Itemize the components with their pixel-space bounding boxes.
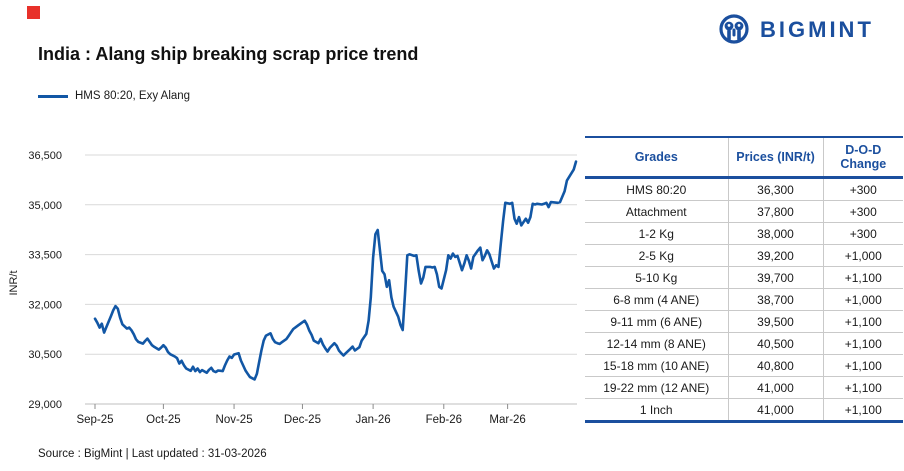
x-tick-label: Feb-26 xyxy=(426,414,462,426)
x-tick-label: Nov-25 xyxy=(216,414,253,426)
grade-cell: 15-18 mm (10 ANE) xyxy=(585,354,728,377)
grade-cell: 1-2 Kg xyxy=(585,222,728,245)
change-cell: +1,100 xyxy=(822,310,903,333)
table-row: 1-2 Kg 38,000 +300 xyxy=(585,222,903,245)
table-row: 1 Inch 41,000 +1,100 xyxy=(585,398,903,422)
change-cell: +300 xyxy=(822,200,903,223)
col-header-dod-change: D-O-D Change xyxy=(822,137,903,179)
x-tick-label: Oct-25 xyxy=(146,414,181,426)
table-row: 9-11 mm (6 ANE) 39,500 +1,100 xyxy=(585,310,903,333)
grade-cell: HMS 80:20 xyxy=(626,182,687,197)
table-row: 2-5 Kg 39,200 +1,000 xyxy=(585,244,903,267)
grade-cell: 5-10 Kg xyxy=(585,266,728,289)
grade-cell: 6-8 mm (4 ANE) xyxy=(585,288,728,311)
y-tick-label: 30,500 xyxy=(28,349,62,361)
bigmint-logo: BIGMINT xyxy=(716,12,874,48)
change-cell: +300 xyxy=(822,177,903,201)
price-cell: 36,300 xyxy=(727,177,823,201)
grade-cell: 9-11 mm (6 ANE) xyxy=(585,310,728,333)
price-line-series xyxy=(93,160,578,381)
bigmint-logo-icon xyxy=(719,14,749,44)
price-table-body: HMS 80:20 36,300 +300 Attachment 37,800 +300 1… xyxy=(585,177,903,422)
price-cell: 39,700 xyxy=(727,266,823,289)
chart-legend: HMS 80:20, Exy Alang xyxy=(38,90,190,102)
x-tick-label: Mar-26 xyxy=(489,414,525,426)
change-cell: +1,100 xyxy=(822,376,903,399)
table-row: 19-22 mm (12 ANE) 41,000 +1,100 xyxy=(585,376,903,399)
table-row: HMS 80:20 36,300 +300 xyxy=(585,177,903,201)
red-square-marker xyxy=(27,6,40,19)
bigmint-logo-text: BIGMINT xyxy=(760,17,874,42)
price-chart: 36,500 35,000 33,500 32,000 30,500 29,000 Sep-… xyxy=(8,150,578,426)
change-cell: +1,100 xyxy=(822,266,903,289)
y-tick-label: 36,500 xyxy=(28,150,62,162)
y-tick-label: 33,500 xyxy=(28,250,62,262)
table-row: 12-14 mm (8 ANE) 40,500 +1,100 xyxy=(585,332,903,355)
change-cell: +1,100 xyxy=(822,398,903,422)
price-cell: 39,200 xyxy=(727,244,823,267)
price-cell: 41,000 xyxy=(727,376,823,399)
grade-cell: 1 Inch xyxy=(585,398,728,422)
price-table: Grades Prices (INR/t) D-O-D Change HMS 8… xyxy=(585,136,903,423)
col-header-prices: Prices (INR/t) xyxy=(727,137,823,179)
y-tick-label: 29,000 xyxy=(28,399,62,411)
change-cell: +300 xyxy=(822,222,903,245)
price-cell: 39,500 xyxy=(727,310,823,333)
col-header-grades: Grades xyxy=(585,137,728,179)
price-cell: 37,800 xyxy=(727,200,823,223)
table-row: 5-10 Kg 39,700 +1,100 xyxy=(585,266,903,289)
grade-cell: Attachment xyxy=(585,200,728,223)
page-title: India : Alang ship breaking scrap price … xyxy=(38,44,419,64)
price-cell: 41,000 xyxy=(727,398,823,422)
change-cell: +1,000 xyxy=(822,288,903,311)
table-row: 15-18 mm (10 ANE) 40,800 +1,100 xyxy=(585,354,903,377)
grade-cell: 2-5 Kg xyxy=(585,244,728,267)
change-cell: +1,100 xyxy=(822,332,903,355)
price-cell: 40,500 xyxy=(727,332,823,355)
price-cell: 38,700 xyxy=(727,288,823,311)
change-cell: +1,100 xyxy=(822,354,903,377)
x-tick-label: Sep-25 xyxy=(76,414,113,426)
legend-label: HMS 80:20, Exy Alang xyxy=(75,90,191,102)
change-cell: +1,000 xyxy=(822,244,903,267)
price-table-header-row: Grades Prices (INR/t) D-O-D Change xyxy=(585,137,903,179)
y-tick-label: 32,000 xyxy=(28,299,62,311)
table-row: 6-8 mm (4 ANE) 38,700 +1,000 xyxy=(585,288,903,311)
price-cell: 38,000 xyxy=(727,222,823,245)
source-note: Source : BigMint | Last updated : 31-03-… xyxy=(38,448,267,460)
x-tick-label: Jan-26 xyxy=(356,414,391,426)
table-row: Attachment 37,800 +300 xyxy=(585,200,903,223)
x-tick-label: Dec-25 xyxy=(284,414,321,426)
y-tick-label: 35,000 xyxy=(28,200,62,212)
price-cell: 40,800 xyxy=(727,354,823,377)
grade-cell: 19-22 mm (12 ANE) xyxy=(585,376,728,399)
y-axis-title: INR/t xyxy=(8,270,20,295)
grade-cell: 12-14 mm (8 ANE) xyxy=(585,332,728,355)
legend-line-swatch xyxy=(38,94,68,98)
